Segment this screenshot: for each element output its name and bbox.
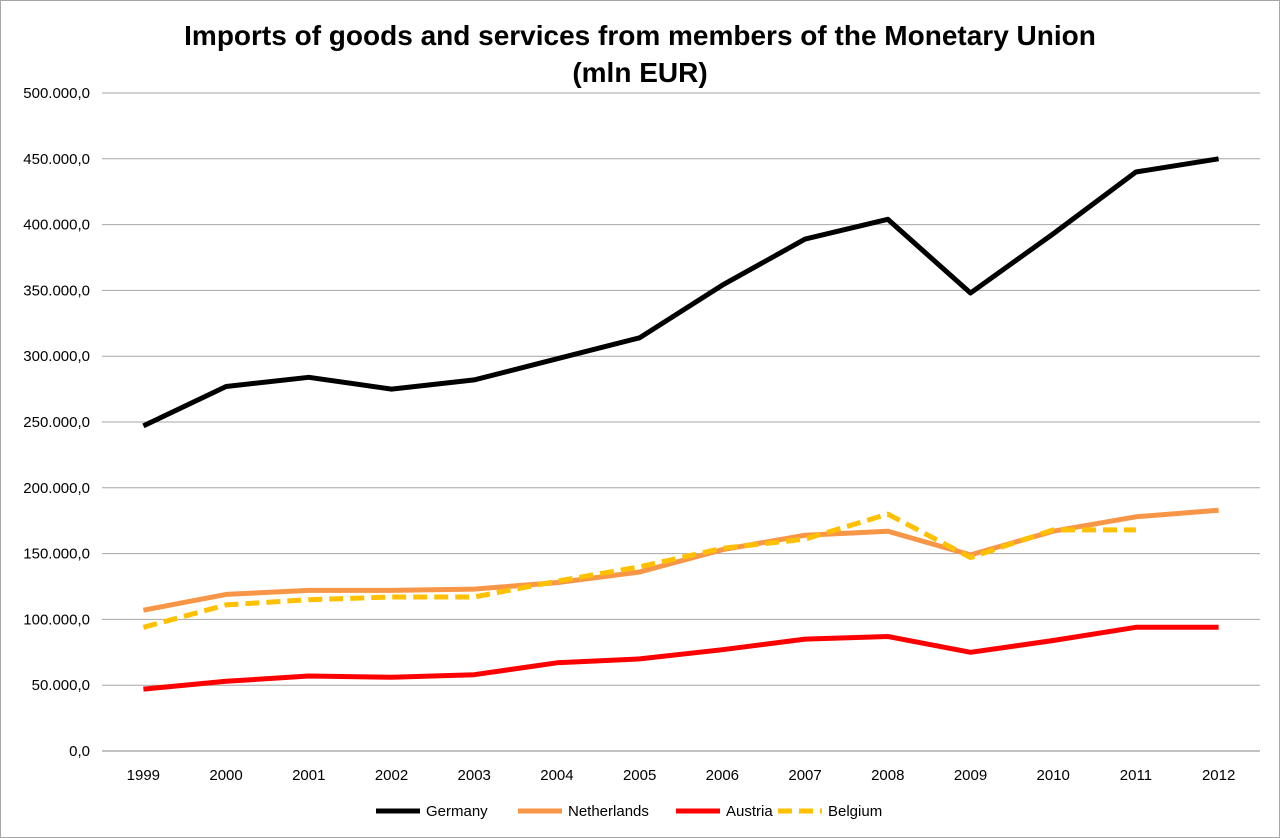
y-tick-label: 300.000,0 [23,348,90,365]
x-tick-label: 2007 [788,767,821,784]
y-tick-label: 250.000,0 [23,414,90,431]
x-tick-label: 1999 [127,767,160,784]
x-tick-label: 2001 [292,767,325,784]
legend-label-belgium: Belgium [828,803,882,820]
x-tick-label: 2006 [706,767,739,784]
chart-title: Imports of goods and services from membe… [184,20,1096,51]
x-tick-label: 2004 [540,767,573,784]
legend-label-netherlands: Netherlands [568,803,649,820]
y-tick-label: 450.000,0 [23,151,90,168]
y-tick-label: 0,0 [69,743,90,760]
x-tick-label: 2011 [1120,767,1152,784]
y-tick-label: 50.000,0 [32,677,90,694]
gridlines [102,92,1260,752]
series-lines [142,156,1219,692]
series-line-austria [143,624,1219,692]
y-tick-label: 150.000,0 [23,546,90,563]
legend-label-austria: Austria [726,803,773,820]
chart-subtitle: (mln EUR) [572,57,707,88]
series-line-netherlands [142,507,1219,613]
y-tick-label: 100.000,0 [23,611,90,628]
x-tick-label: 2010 [1037,767,1070,784]
x-tick-label: 2005 [623,767,656,784]
x-tick-label: 2012 [1202,767,1235,784]
y-axis-tick-labels: 0,0 50.000,0 100.000,0 150.000,0 200.000,0 25… [23,85,90,760]
x-tick-label: 2008 [871,767,904,784]
x-tick-label: 2002 [375,767,408,784]
series-line-germany [142,156,1219,429]
y-tick-label: 200.000,0 [23,480,90,497]
x-tick-label: 2000 [209,767,242,784]
legend-label-germany: Germany [426,803,488,820]
x-tick-label: 2009 [954,767,987,784]
y-tick-label: 350.000,0 [23,282,90,299]
x-tick-label: 2003 [458,767,491,784]
legend: Germany Netherlands Austria Belgium [376,803,882,820]
x-axis-tick-labels: 1999 2000 2001 2002 2003 2004 2005 2006 2007 2008… [127,767,1236,784]
y-tick-label: 400.000,0 [23,217,90,234]
y-tick-label: 500.000,0 [23,85,90,102]
